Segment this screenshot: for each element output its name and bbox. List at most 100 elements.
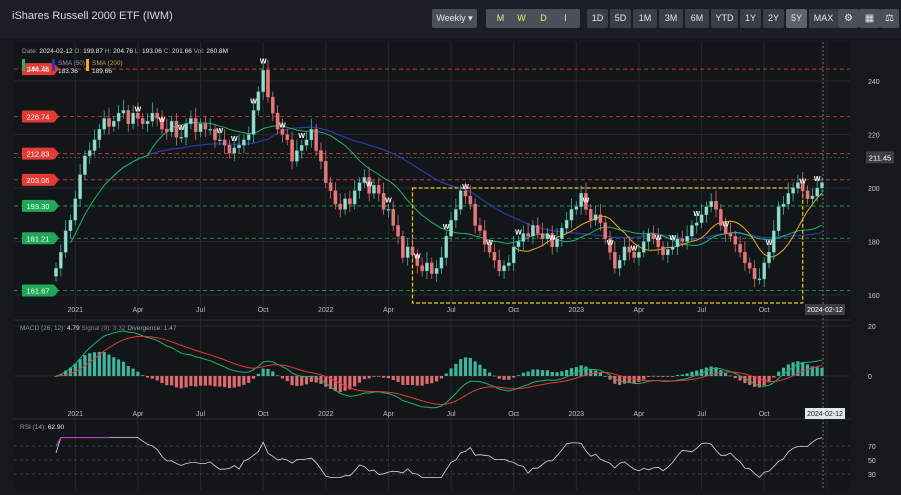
price-level-tag: 212.83 <box>22 147 59 160</box>
macd-hist-bar <box>810 366 814 376</box>
macd-hist-bar <box>618 376 622 385</box>
w-marker-label: W <box>366 181 373 188</box>
price-x-tick-label: Jul <box>447 307 456 314</box>
candle-body <box>280 128 285 135</box>
macd-hist-bar <box>728 375 733 377</box>
w-marker-label: W <box>828 38 835 40</box>
candle-body <box>232 147 237 154</box>
w-marker-label: W <box>443 224 450 231</box>
macd-hist-bar <box>439 376 444 379</box>
macd-hist-bar <box>430 376 434 384</box>
price-level-tag-bg <box>22 63 54 76</box>
candle-body <box>155 112 159 119</box>
candle-body <box>270 96 275 114</box>
candle-body <box>555 238 559 248</box>
candle-body <box>723 225 728 234</box>
indicator-button-d[interactable]: D <box>529 9 558 28</box>
price-level-tag: 226.74 <box>22 110 59 123</box>
indicator-button-i[interactable]: I <box>551 9 580 28</box>
chart-svg[interactable]: 2021 2021 Apr Apr Jul Jul Oct Oct 2022 2022 Apr Apr… <box>0 33 901 490</box>
macd-hist-bar <box>589 369 593 376</box>
candle-body <box>116 112 121 122</box>
macd-hist-bar <box>526 371 530 376</box>
macd-hist-bar <box>184 376 188 388</box>
candle-body <box>217 139 222 142</box>
candle-body <box>776 206 781 232</box>
candle-body <box>709 201 713 207</box>
candle-body <box>478 225 482 231</box>
candle-body <box>256 91 261 111</box>
candle-body <box>131 112 135 124</box>
interval-dropdown[interactable]: Weekly ▾ <box>432 9 477 28</box>
range-button-3m[interactable]: 3M <box>659 9 683 28</box>
macd-hist-bar <box>174 376 179 388</box>
candle-body <box>444 235 449 258</box>
macd-hist-bar <box>757 376 761 388</box>
candle-body <box>328 182 333 191</box>
candle-body <box>781 203 786 207</box>
settings-icon[interactable]: ⚙ <box>838 9 859 28</box>
candle-body <box>396 225 400 237</box>
candle-body <box>449 219 453 237</box>
calculator-icon[interactable]: ▦ <box>859 9 880 28</box>
macd-hist-bar <box>333 376 338 392</box>
candle-body <box>820 182 824 189</box>
price-level-tag: 244.46 <box>22 63 59 76</box>
candle-body <box>463 190 468 197</box>
candle-body <box>68 219 73 232</box>
range-button-6m[interactable]: 6M <box>685 9 709 28</box>
range-button-max[interactable]: MAX <box>809 9 838 28</box>
range-button-5d[interactable]: 5D <box>610 9 631 28</box>
macd-hist-bar <box>112 357 116 376</box>
candle-body <box>381 193 386 210</box>
price-level-tag-bg <box>22 173 54 186</box>
macd-hist-bar <box>280 376 285 379</box>
candle-body <box>497 260 502 272</box>
sma50-legend-swatch <box>52 59 55 71</box>
macd-hist-bar <box>666 376 670 377</box>
macd-hist-bar <box>285 376 289 382</box>
candle-body <box>165 128 169 133</box>
balance-icon[interactable]: ⚖ <box>880 9 899 28</box>
range-button-ytd[interactable]: YTD <box>711 9 738 28</box>
candle-body <box>193 118 198 133</box>
candle-body <box>738 243 742 253</box>
candle-body <box>145 120 150 124</box>
sma-legend-swatch <box>22 59 25 71</box>
range-button-1y[interactable]: 1Y <box>740 9 761 28</box>
candle-body <box>666 249 670 256</box>
range-button-2y[interactable]: 2Y <box>763 9 784 28</box>
macd-hist-bar <box>801 362 805 376</box>
candle-body <box>454 209 458 221</box>
candle-body <box>699 214 704 223</box>
candle-body <box>323 161 328 183</box>
macd-hist-bar <box>646 376 651 377</box>
macd-hist-bar <box>276 375 280 377</box>
macd-hist-bar <box>121 361 126 376</box>
candle-body <box>314 128 318 151</box>
candle-body <box>150 112 155 122</box>
macd-hist-bar <box>781 367 786 376</box>
candle-body <box>516 241 521 248</box>
macd-hist-bar <box>362 376 366 380</box>
price-level-tag-arrow <box>54 232 59 245</box>
candle-body <box>251 110 256 135</box>
indicator-button-w[interactable]: W <box>507 9 536 28</box>
macd-hist-bar <box>487 372 492 376</box>
price-x-tick-label: Oct <box>258 307 269 314</box>
candle-body <box>458 190 463 210</box>
price-level-tag-label: 212.83 <box>27 150 50 159</box>
range-button-1d[interactable]: 1D <box>587 9 608 28</box>
range-button-5y[interactable]: 5Y <box>786 9 807 28</box>
macd-x-tick-label: Apr <box>132 411 144 418</box>
range-button-1m[interactable]: 1M <box>633 9 657 28</box>
macd-hist-bar <box>444 373 448 376</box>
macd-hist-bar <box>256 373 260 376</box>
w-marker-label: W <box>631 246 638 253</box>
candle-body <box>78 174 82 199</box>
macd-hist-bar <box>290 376 294 386</box>
price-level-tag-label: 244.46 <box>27 65 50 74</box>
candle-body <box>675 238 680 248</box>
macd-x-tick-label: Apr <box>383 411 395 418</box>
macd-x-tick-label: 2021 <box>67 411 83 418</box>
